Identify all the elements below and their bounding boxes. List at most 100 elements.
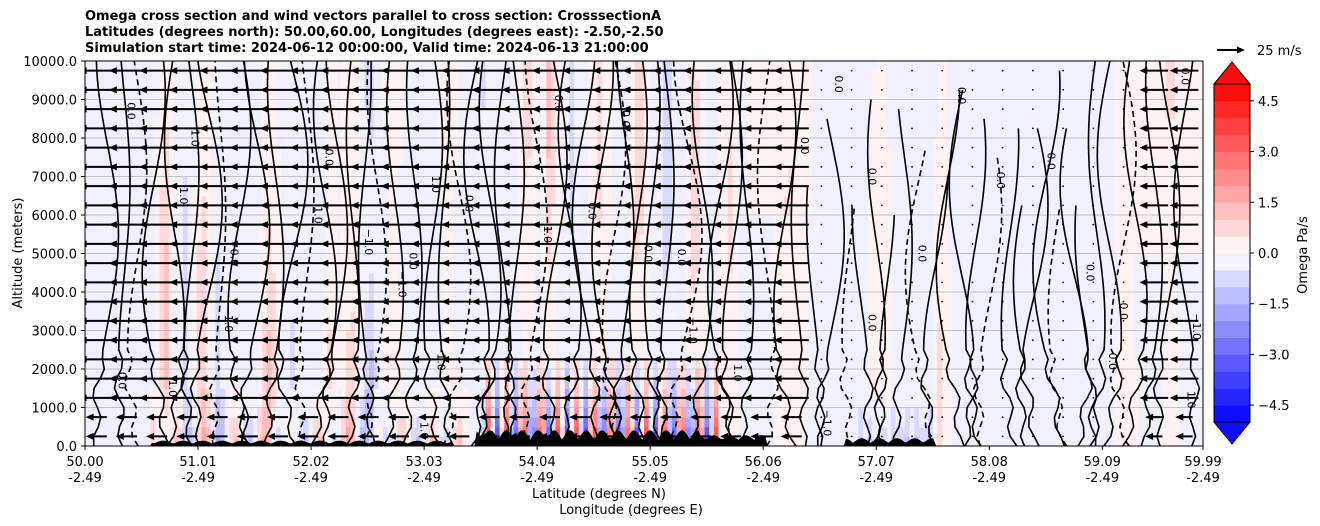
omega-cell (406, 436, 412, 446)
omega-cell (443, 61, 449, 72)
omega-cell (364, 272, 370, 283)
omega-cell (266, 369, 272, 380)
omega-cell (285, 80, 291, 91)
omega-cell (1161, 359, 1167, 370)
omega-cell (872, 80, 878, 91)
omega-cell (1170, 301, 1176, 312)
omega-cell (285, 147, 291, 158)
omega-cell (201, 320, 207, 332)
omega-cell (480, 89, 487, 101)
omega-cell (1156, 224, 1162, 235)
omega-cell (439, 99, 445, 110)
omega-cell (443, 263, 449, 274)
omega-cell (769, 157, 776, 168)
omega-cell (262, 128, 268, 139)
omega-cell (695, 166, 701, 178)
omega-cell (220, 80, 226, 91)
omega-cell (387, 272, 394, 283)
omega-cell (1128, 118, 1134, 129)
omega-cell (448, 224, 454, 235)
omega-cell (150, 407, 156, 418)
omega-cell (1165, 70, 1171, 81)
omega-cell (690, 215, 696, 226)
omega-cell (275, 301, 282, 312)
omega-cell (397, 118, 403, 129)
omega-cell (685, 417, 692, 428)
omega-cell (1175, 340, 1181, 351)
omega-cell (159, 292, 165, 303)
omega-cell (783, 118, 790, 129)
omega-cell (448, 157, 454, 168)
omega-cell (695, 397, 701, 409)
omega-cell (480, 176, 487, 187)
omega-cell (783, 138, 790, 149)
omega-cell (802, 157, 808, 168)
omega-cell (1165, 80, 1171, 91)
omega-cell (345, 388, 352, 399)
wind-vector-head (229, 355, 238, 363)
omega-cell (248, 407, 254, 418)
omega-cell (341, 340, 347, 351)
omega-cell (564, 195, 571, 206)
omega-cell (564, 99, 571, 110)
omega-cell (727, 349, 734, 360)
omega-cell (178, 282, 184, 293)
omega-cell (350, 99, 356, 110)
omega-cell (453, 99, 459, 110)
omega-cell (886, 205, 892, 216)
omega-cell (793, 205, 799, 216)
omega-cell (294, 359, 300, 370)
omega-cell (206, 70, 212, 81)
omega-cell (369, 205, 375, 216)
omega-cell (802, 272, 808, 283)
omega-cell (532, 61, 538, 72)
omega-cell (1189, 109, 1195, 120)
omega-cell (755, 128, 762, 139)
omega-cell (373, 224, 380, 235)
omega-cell (751, 89, 757, 101)
omega-cell (942, 253, 948, 264)
omega-cell (341, 215, 347, 226)
omega-cell (797, 426, 803, 437)
omega-cell (900, 388, 906, 399)
omega-cell (630, 301, 636, 312)
omega-cell (779, 426, 785, 437)
omega-cell (201, 426, 207, 437)
omega-cell (299, 369, 305, 380)
omega-cell (243, 397, 249, 409)
omega-cell (1170, 176, 1176, 187)
omega-cell (732, 359, 738, 370)
omega-cell (667, 263, 673, 274)
omega-cell (1114, 186, 1120, 197)
omega-cell (294, 215, 300, 226)
omega-cell (294, 99, 300, 110)
omega-cell (308, 397, 314, 409)
omega-cell (602, 397, 608, 409)
omega-cell (345, 166, 352, 178)
omega-cell (1161, 340, 1167, 351)
omega-cell (937, 407, 943, 418)
omega-cell (471, 89, 477, 101)
omega-cell (793, 301, 799, 312)
omega-cell (597, 128, 603, 139)
omega-cell (1123, 215, 1130, 226)
omega-cell (448, 311, 454, 322)
contour-zero (687, 61, 714, 446)
omega-cell (1123, 224, 1130, 235)
omega-cell (560, 397, 566, 409)
omega-cell (942, 224, 948, 235)
omega-cell (634, 340, 640, 351)
omega-cell (1133, 436, 1139, 446)
omega-cell (299, 320, 305, 332)
omega-cell (425, 397, 431, 409)
omega-cell (1193, 205, 1199, 216)
omega-cell (262, 426, 268, 437)
omega-cell (299, 282, 305, 293)
omega-cell (1114, 407, 1120, 418)
omega-cell (662, 407, 668, 418)
omega-cell (625, 359, 631, 370)
omega-cell (671, 109, 678, 120)
omega-cell (807, 138, 813, 149)
omega-cell (355, 311, 361, 322)
omega-cell (1198, 234, 1203, 245)
